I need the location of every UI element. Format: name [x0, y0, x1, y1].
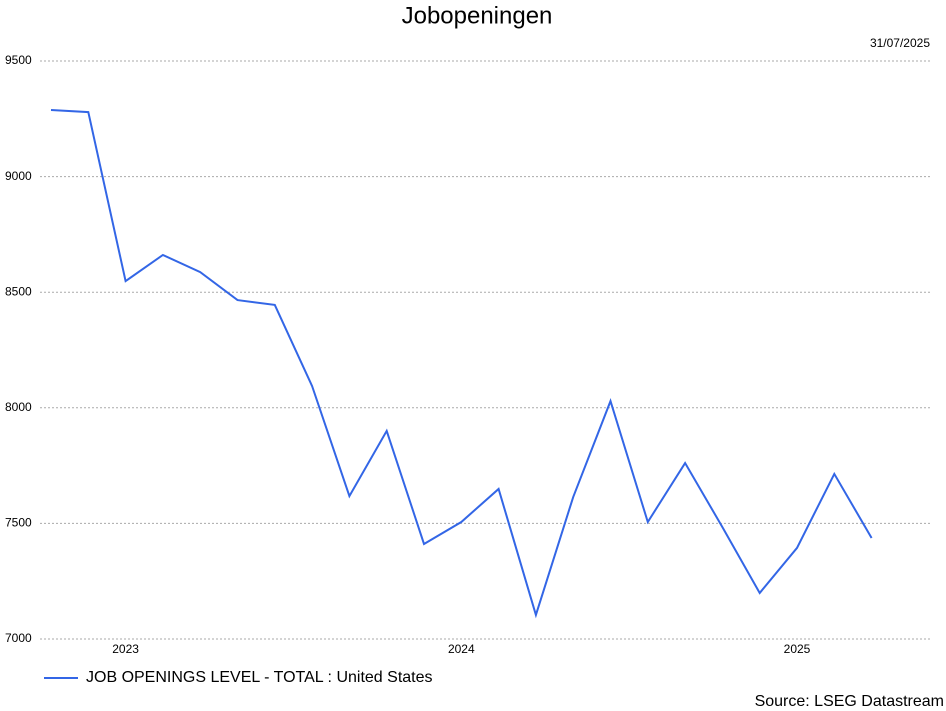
y-tick-label: 7000 — [5, 631, 32, 645]
x-tick-label: 2023 — [112, 642, 139, 656]
y-tick-label: 7500 — [5, 516, 32, 530]
x-tick-label: 2024 — [448, 642, 475, 656]
y-tick-label: 8500 — [5, 284, 32, 298]
x-tick-label: 2025 — [784, 642, 811, 656]
y-tick-label: 9500 — [5, 53, 32, 67]
y-tick-label: 9000 — [5, 169, 32, 183]
date: 31/07/2025 — [870, 36, 930, 50]
line — [50, 109, 873, 619]
y-tick-label: 8000 — [5, 400, 32, 414]
chart-title: Jobopeningen — [402, 2, 553, 29]
legend-label: JOB OPENINGS LEVEL - TOTAL : United Stat… — [86, 669, 433, 686]
source: Source: LSEG Datastream — [755, 693, 944, 710]
